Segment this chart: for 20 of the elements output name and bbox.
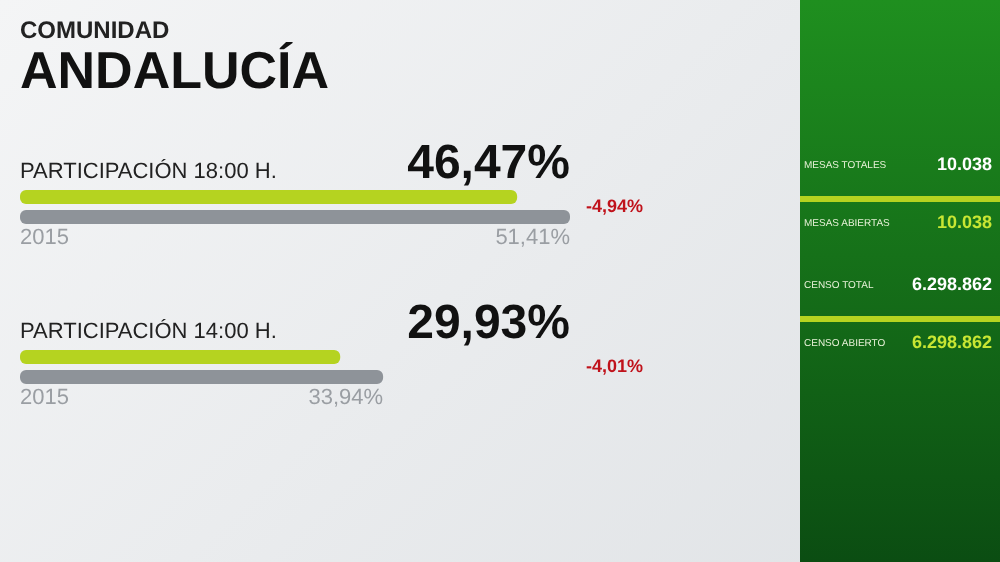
text: 6.298.862 (911, 274, 992, 294)
text: -4,94% (586, 196, 644, 216)
data-label: 51,41% (495, 226, 571, 250)
bar (20, 210, 570, 224)
text: 10.038 (936, 154, 992, 174)
data-label: 29,93% (407, 296, 570, 350)
chart-subtitle: COMUNIDAD (20, 16, 170, 44)
text: 10.038 (936, 212, 992, 232)
series-label: 2015 (20, 226, 69, 250)
bar (20, 370, 384, 384)
bar (20, 190, 518, 204)
text: 6.298.862 (911, 332, 992, 352)
text: -4,01% (586, 356, 644, 376)
y-tick-label: PARTICIPACIÓN 18:00 H. (20, 158, 277, 184)
chart-title: ANDALUCÍA (20, 40, 330, 102)
text: 2015 (20, 386, 69, 410)
y-tick-label: PARTICIPACIÓN 14:00 H. (20, 318, 277, 344)
bar (20, 350, 341, 364)
data-label: 46,47% (407, 136, 570, 190)
data-label: 33,94% (308, 386, 384, 410)
